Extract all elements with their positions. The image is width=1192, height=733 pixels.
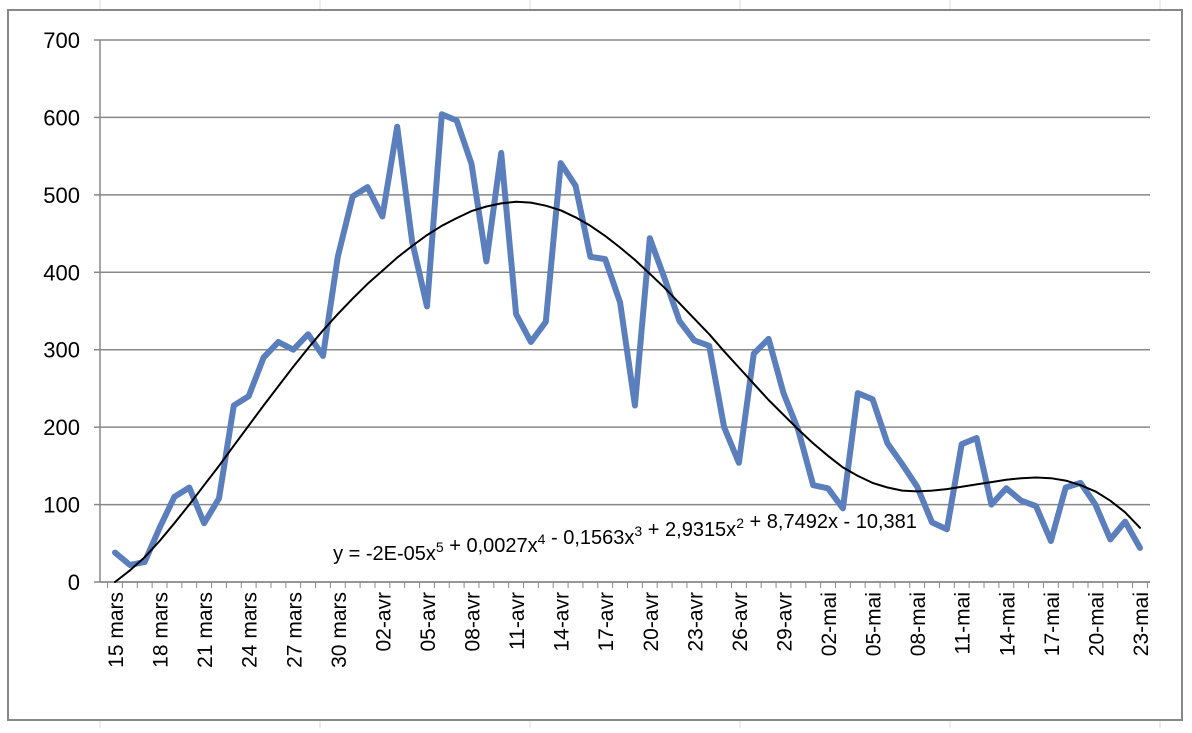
x-tick-label: 20-mai	[1085, 592, 1108, 656]
x-axis: 15 mars 18 mars 21 mars 24 mars 27 mars 30 ma…	[100, 581, 1153, 668]
x-tick-label: 30 mars	[328, 592, 351, 668]
y-tick-label: 500	[43, 183, 80, 208]
y-tick-label: 700	[43, 28, 80, 53]
chart-frame	[7, 9, 1183, 721]
y-tick-label: 200	[43, 415, 80, 440]
x-tick-label: 02-mai	[818, 592, 841, 656]
x-tick-label: 14-mai	[996, 592, 1019, 656]
x-tick-label: 23-mai	[1130, 592, 1153, 656]
x-tick-label: 18 mars	[150, 592, 173, 668]
x-tick-label: 17-mai	[1041, 592, 1064, 656]
x-tick-label: 14-avr	[551, 592, 574, 652]
x-tick-label: 17-avr	[595, 592, 618, 652]
y-tick-label: 400	[43, 260, 80, 285]
x-tick-label: 20-avr	[640, 592, 663, 652]
x-tick-label: 11-mai	[952, 592, 975, 655]
trendline-equation: y = -2E-05x5 + 0,0027x4 - 0,1563x3 + 2,9…	[333, 511, 917, 565]
y-tick-label: 600	[43, 105, 80, 130]
x-tick-label: 24 mars	[239, 592, 262, 668]
x-tick-label: 11-avr	[506, 592, 529, 650]
y-tick-label: 100	[43, 493, 80, 518]
y-tick-label: 300	[43, 338, 80, 363]
x-tick-label: 21 mars	[194, 592, 217, 668]
x-tick-label: 15 mars	[105, 592, 128, 668]
x-tick-label: 02-avr	[372, 592, 395, 652]
x-tick-label: 26-avr	[729, 592, 752, 652]
x-tick-label: 08-mai	[907, 592, 930, 656]
x-tick-label: 29-avr	[773, 592, 796, 652]
y-tick-label: 0	[68, 570, 80, 595]
series-line	[112, 111, 1143, 568]
y-axis: 0 100 200 300 400 500 600 700	[43, 28, 101, 595]
x-tick-label: 05-avr	[417, 592, 440, 652]
x-tick-label: 05-mai	[863, 592, 886, 656]
x-tick-label: 23-avr	[684, 592, 707, 652]
series-layer	[112, 111, 1143, 583]
trendline	[114, 200, 1141, 583]
x-tick-label: 27 mars	[283, 592, 306, 668]
x-tick-label: 08-avr	[462, 592, 485, 652]
